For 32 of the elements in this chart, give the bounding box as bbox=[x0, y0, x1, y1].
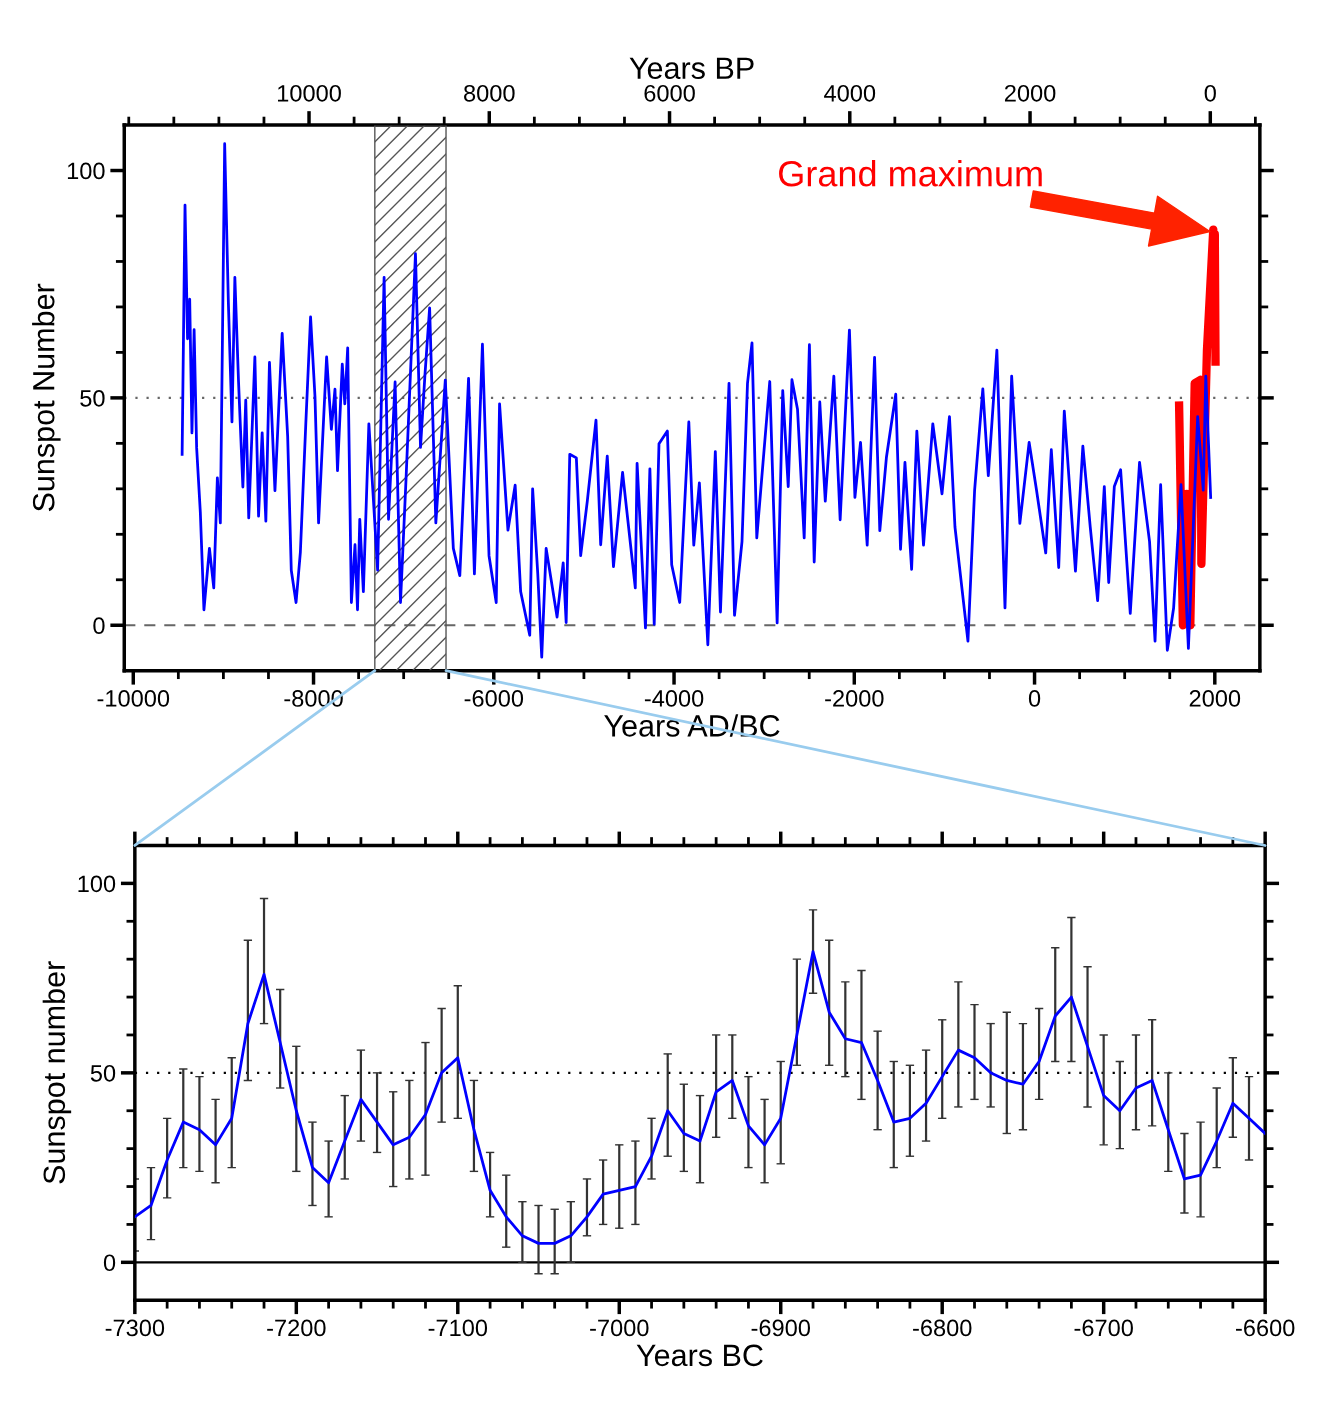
x-tick-label: -7200 bbox=[267, 1319, 326, 1337]
x-tick-label: -6900 bbox=[751, 1319, 811, 1337]
annotation: Grand maximum bbox=[779, 160, 1042, 187]
x-tick-label: -7000 bbox=[590, 1319, 649, 1337]
x2-tick-label: 8000 bbox=[464, 84, 515, 102]
x2-tick-label: 4000 bbox=[824, 84, 876, 102]
y-tick-label: 100 bbox=[67, 162, 105, 180]
y-tick-label: 50 bbox=[90, 1064, 116, 1082]
x2-tick-label: 6000 bbox=[644, 84, 695, 102]
x-tick-label: -10000 bbox=[97, 690, 170, 707]
x-tick-label: -8000 bbox=[284, 690, 343, 707]
x-tick-label: 0 bbox=[1028, 690, 1041, 707]
x2-axis-title: Years BP bbox=[629, 57, 754, 80]
x-axis-title: Years BC bbox=[636, 1344, 763, 1367]
x2-tick-label: 10000 bbox=[278, 84, 341, 102]
x-tick-label: -4000 bbox=[644, 690, 704, 707]
x-tick-label: -6000 bbox=[464, 690, 524, 707]
y-tick-label: 0 bbox=[103, 1254, 116, 1272]
x2-tick-label: 2000 bbox=[1004, 84, 1056, 102]
x-tick-label: -6700 bbox=[1074, 1319, 1133, 1337]
x-tick-label: -2000 bbox=[825, 690, 884, 707]
y-tick-label: 0 bbox=[93, 617, 105, 635]
y-axis-title: Sunspot Number bbox=[32, 283, 61, 512]
x-tick-label: -6600 bbox=[1236, 1319, 1295, 1337]
x-tick-label: -7100 bbox=[428, 1319, 488, 1337]
y-axis-title: Sunspot number bbox=[42, 961, 72, 1184]
x2-tick-label: 0 bbox=[1204, 84, 1216, 102]
y-tick-label: 50 bbox=[80, 389, 105, 407]
x-tick-label: 2000 bbox=[1189, 690, 1241, 707]
y-tick-label: 100 bbox=[78, 875, 116, 893]
x-tick-label: -6800 bbox=[913, 1319, 972, 1337]
x-tick-label: -7300 bbox=[105, 1319, 165, 1337]
